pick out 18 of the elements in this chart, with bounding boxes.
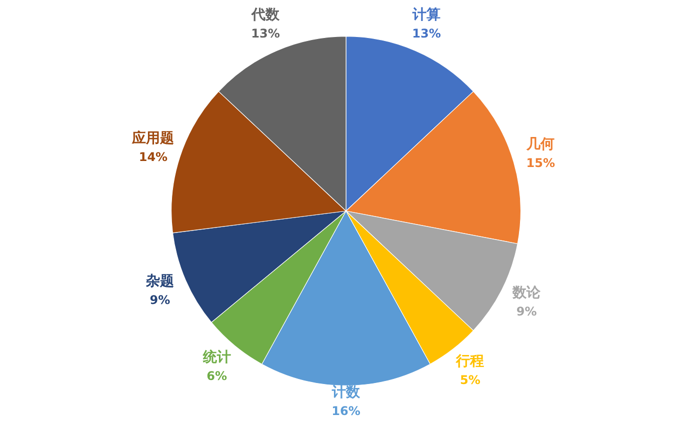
slice-label: 统计 [202, 348, 231, 366]
data-label: 16% [332, 404, 360, 418]
data-label: 9% [516, 304, 537, 319]
data-label: 9% [150, 293, 170, 308]
slice-label: 杂题 [144, 274, 174, 290]
slice-label: 几何 [526, 136, 555, 153]
data-label: 14% [138, 150, 168, 164]
data-label: 6% [206, 368, 227, 383]
slice-label: 代数 [250, 7, 280, 24]
data-label: 5% [460, 372, 480, 387]
data-label: 13% [251, 26, 280, 41]
slice-label: 应用题 [131, 130, 174, 147]
slice-label: 行程 [455, 353, 484, 370]
slice-label: 计数 [331, 384, 361, 401]
slice-label: 数论 [512, 285, 542, 302]
data-label: 15% [526, 156, 556, 170]
data-label: 13% [412, 26, 441, 41]
slice-label: 计算 [412, 7, 440, 24]
